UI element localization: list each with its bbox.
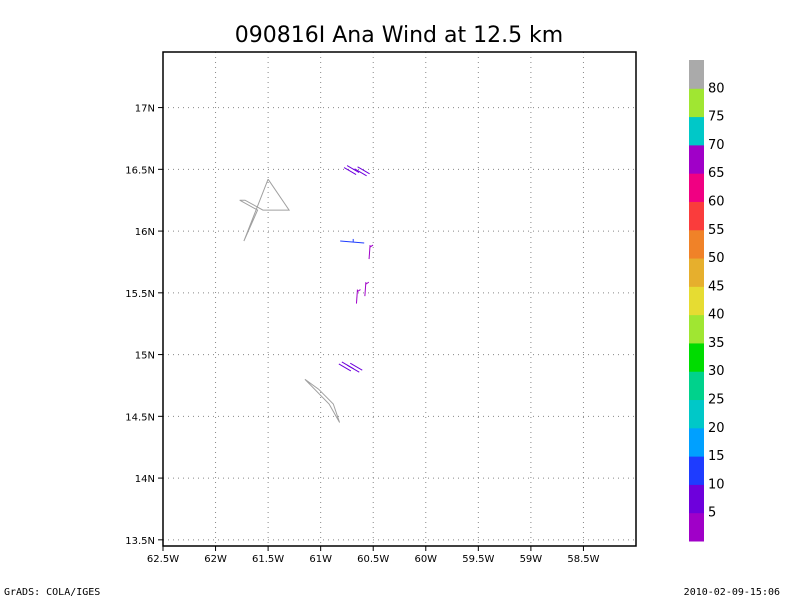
- x-tick-label: 58.5W: [567, 554, 599, 565]
- colorbar-label: 80: [708, 81, 725, 96]
- colorbar-swatch: [689, 229, 704, 259]
- colorbar-label: 60: [708, 194, 725, 209]
- colorbar-label: 50: [708, 251, 725, 266]
- colorbar-label: 35: [708, 336, 725, 351]
- y-tick-label: 15N: [135, 351, 155, 362]
- x-tick-label: 60W: [414, 554, 437, 565]
- colorbar-swatch: [689, 371, 704, 401]
- x-tick-label: 62W: [204, 554, 227, 565]
- footer-left: GrADS: COLA/IGES: [4, 587, 101, 598]
- colorbar-label: 70: [708, 138, 725, 153]
- colorbar-swatch: [689, 60, 704, 89]
- colorbar-swatch: [689, 88, 704, 118]
- chart-title: 090816I Ana Wind at 12.5 km: [235, 23, 563, 48]
- x-tick-label: 62.5W: [147, 554, 179, 565]
- coastlines: [239, 178, 341, 423]
- colorbar-swatch: [689, 427, 704, 457]
- colorbar-label: 20: [708, 421, 725, 436]
- colorbar-swatch: [689, 286, 704, 316]
- grid-lines: [162, 52, 636, 546]
- y-tick-label: 14.5N: [125, 412, 155, 423]
- y-tick-label: 15.5N: [125, 289, 155, 300]
- wind-barb: [346, 362, 363, 373]
- colorbar-swatch: [689, 456, 704, 485]
- colorbar-swatch: [689, 201, 704, 231]
- y-tick-label: 16N: [135, 227, 155, 238]
- colorbar-swatch: [689, 399, 704, 429]
- colorbar-swatch: [689, 342, 704, 372]
- colorbar-label: 25: [708, 393, 725, 408]
- coastline: [239, 178, 291, 242]
- colorbar-swatch: [689, 314, 704, 344]
- colorbar-swatch: [689, 116, 704, 146]
- y-tick-label: 14N: [135, 474, 155, 485]
- colorbar-label: 75: [708, 110, 725, 125]
- y-axis-ticks: 13.5N 14N 14.5N 15N 15.5N 16N 16.5N 17N: [125, 104, 163, 547]
- colorbar: 5 10 15 20 25 30 35 40 45 50 55 60 65 70 75 80: [689, 60, 725, 542]
- wind-barb: [340, 238, 365, 244]
- colorbar-swatch: [689, 173, 704, 202]
- y-tick-label: 17N: [135, 104, 155, 115]
- colorbar-label: 10: [708, 477, 725, 492]
- colorbar-swatch: [689, 144, 704, 174]
- colorbar-label: 5: [708, 506, 716, 521]
- wind-barb: [368, 244, 374, 260]
- wind-barb: [364, 281, 370, 297]
- colorbar-label: 15: [708, 449, 725, 464]
- plot-frame: [162, 51, 637, 547]
- wind-barb: [355, 289, 361, 304]
- coastline: [304, 378, 341, 423]
- y-tick-label: 16.5N: [125, 165, 155, 176]
- colorbar-label: 30: [708, 364, 725, 379]
- colorbar-label: 55: [708, 223, 725, 238]
- colorbar-swatch: [689, 484, 704, 514]
- x-tick-label: 60.5W: [357, 554, 389, 565]
- wind-barb: [354, 166, 370, 177]
- x-tick-label: 61W: [309, 554, 332, 565]
- colorbar-swatch: [689, 512, 704, 542]
- x-tick-label: 59W: [520, 554, 543, 565]
- wind-barb: [338, 361, 355, 372]
- colorbar-label: 45: [708, 279, 725, 294]
- footer-right: 2010-02-09-15:06: [683, 587, 780, 598]
- colorbar-label: 40: [708, 308, 725, 323]
- colorbar-swatch: [689, 258, 704, 287]
- colorbar-label: 65: [708, 166, 725, 181]
- y-tick-label: 13.5N: [125, 536, 155, 547]
- x-axis-ticks: 62.5W 62W 61.5W 61W 60.5W 60W 59.5W 59W 58.5W: [147, 546, 600, 565]
- wind-barb: [343, 165, 360, 175]
- x-tick-label: 59.5W: [462, 554, 494, 565]
- wind-barbs: [338, 165, 374, 373]
- x-tick-label: 61.5W: [252, 554, 284, 565]
